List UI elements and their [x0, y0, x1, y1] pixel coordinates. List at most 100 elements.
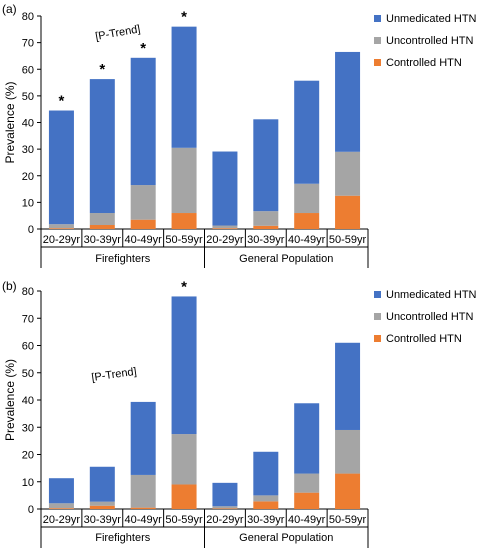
bar-segment-uncontrolled	[48, 503, 74, 509]
p-trend-annotation: [P-Trend]	[91, 366, 138, 384]
bar-segment-controlled	[294, 213, 320, 229]
x-tick-label: 50-59yr	[329, 514, 367, 526]
panel-label: (a)	[2, 2, 17, 16]
bar-segment-unmedicated	[212, 482, 238, 507]
x-tick-label: 30-39yr	[247, 234, 285, 246]
legend-label: Unmedicated HTN	[386, 289, 477, 301]
legend-swatch	[374, 37, 381, 44]
bar-segment-controlled	[130, 219, 156, 229]
y-tick-label: 10	[22, 197, 34, 209]
bar-segment-uncontrolled	[212, 225, 238, 229]
bar-segment-controlled	[89, 505, 115, 509]
significance-marker: *	[59, 93, 65, 110]
y-tick-label: 70	[22, 313, 34, 325]
bar-segment-uncontrolled	[171, 147, 197, 214]
significance-marker: *	[99, 61, 105, 78]
bar-segment-controlled	[253, 501, 279, 509]
bar-segment-uncontrolled	[89, 213, 115, 226]
legend-label: Controlled HTN	[386, 57, 462, 69]
y-tick-label: 50	[22, 368, 34, 380]
legend-swatch	[374, 59, 381, 66]
legend-swatch	[374, 15, 381, 22]
bar-segment-controlled	[253, 225, 279, 229]
group-label: General Population	[239, 253, 333, 265]
x-tick-label: 40-49yr	[125, 234, 163, 246]
y-tick-label: 50	[22, 91, 34, 103]
y-tick-label: 40	[22, 395, 34, 407]
legend-label: Controlled HTN	[386, 333, 462, 345]
bar-segment-uncontrolled	[294, 473, 320, 493]
bar-segment-unmedicated	[171, 296, 197, 435]
bar-segment-uncontrolled	[294, 183, 320, 214]
y-tick-label: 80	[22, 286, 34, 298]
legend-swatch	[374, 335, 381, 342]
bar-segment-uncontrolled	[253, 211, 279, 226]
bar-segment-unmedicated	[171, 26, 197, 148]
panel-b: (b) Prevalence (%) 0 10 20 30 40 50 60 70 80 20-29y…	[2, 278, 477, 548]
bar-segment-uncontrolled	[171, 434, 197, 485]
x-tick-label: 40-49yr	[125, 514, 163, 526]
bar-segment-unmedicated	[89, 79, 115, 214]
bar-segment-unmedicated	[294, 80, 320, 184]
bar-segment-uncontrolled	[130, 185, 156, 220]
significance-marker: *	[181, 278, 187, 295]
group-label: General Population	[239, 532, 333, 544]
group-label: Firefighters	[95, 253, 151, 265]
bar-segment-controlled	[171, 213, 197, 229]
x-tick-label: 50-59yr	[165, 234, 203, 246]
bar-segment-controlled	[335, 195, 361, 229]
x-tick-label: 30-39yr	[247, 514, 285, 526]
y-tick-label: 30	[22, 422, 34, 434]
y-tick-label: 0	[28, 224, 34, 236]
bar-segment-uncontrolled	[253, 495, 279, 502]
bar-segment-unmedicated	[48, 110, 74, 225]
x-tick-label: 30-39yr	[84, 514, 122, 526]
legend-label: Unmedicated HTN	[386, 13, 477, 25]
bar-segment-controlled	[89, 225, 115, 229]
bar-segment-uncontrolled	[335, 429, 361, 474]
legend-label: Uncontrolled HTN	[386, 311, 473, 323]
bar-segment-unmedicated	[253, 451, 279, 496]
y-tick-label: 10	[22, 477, 34, 489]
bar-segment-unmedicated	[130, 401, 156, 475]
bar-segment-controlled	[212, 228, 238, 229]
bar-segment-controlled	[212, 508, 238, 509]
y-tick-label: 20	[22, 450, 34, 462]
bar-segment-unmedicated	[89, 466, 115, 502]
legend-label: Uncontrolled HTN	[386, 35, 473, 47]
bar-segment-controlled	[48, 508, 74, 509]
x-tick-label: 20-29yr	[43, 514, 81, 526]
x-tick-label: 40-49yr	[288, 234, 326, 246]
bar-segment-unmedicated	[335, 51, 361, 152]
bar-segment-controlled	[294, 492, 320, 509]
x-tick-label: 20-29yr	[206, 514, 244, 526]
y-tick-label: 30	[22, 144, 34, 156]
bar-segment-controlled	[130, 507, 156, 509]
bar-segment-uncontrolled	[335, 151, 361, 196]
y-tick-label: 80	[22, 11, 34, 23]
y-axis-label: Prevalence (%)	[3, 359, 17, 441]
y-axis-label: Prevalence (%)	[3, 81, 17, 163]
x-tick-label: 50-59yr	[165, 514, 203, 526]
x-tick-label: 50-59yr	[329, 234, 367, 246]
bar-segment-unmedicated	[48, 478, 74, 504]
bar-segment-controlled	[171, 484, 197, 509]
bar-segment-controlled	[48, 228, 74, 229]
legend-swatch	[374, 313, 381, 320]
y-tick-label: 60	[22, 341, 34, 353]
bar-segment-uncontrolled	[130, 474, 156, 508]
y-tick-label: 70	[22, 38, 34, 50]
x-tick-label: 30-39yr	[84, 234, 122, 246]
y-tick-label: 20	[22, 171, 34, 183]
bar-segment-uncontrolled	[48, 224, 74, 229]
panel-a: (a) Prevalence (%) 0 10 20 30 40 50 60 70 80 * 20-29…	[2, 2, 477, 268]
bar-segment-unmedicated	[130, 57, 156, 186]
x-tick-label: 20-29yr	[43, 234, 81, 246]
legend-swatch	[374, 291, 381, 298]
bar-segment-unmedicated	[294, 403, 320, 474]
bar-segment-unmedicated	[335, 342, 361, 430]
bar-segment-unmedicated	[212, 151, 238, 226]
y-tick-label: 60	[22, 64, 34, 76]
p-trend-annotation: [P-Trend]	[94, 23, 141, 43]
